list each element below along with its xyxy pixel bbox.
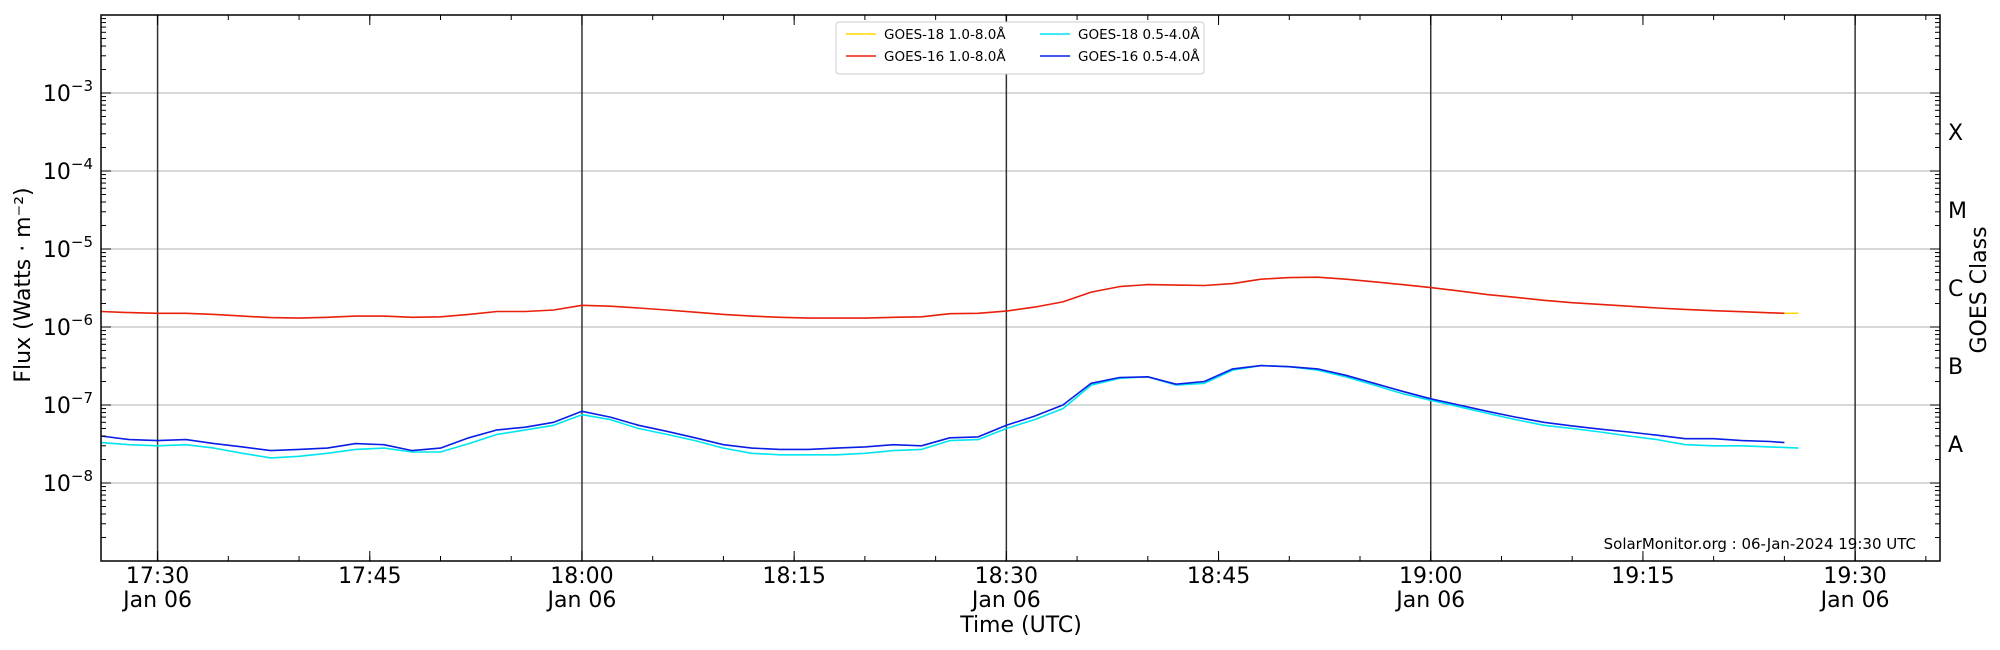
y-tick-label: 10−5 [43,233,93,263]
legend: GOES-18 1.0-8.0Å GOES-16 1.0-8.0Å GOES-18 … [835,21,1205,75]
credit-text: SolarMonitor.org : 06-Jan-2024 19:30 UTC [1604,535,1916,553]
goes-class-label: X [1948,121,1963,146]
x-tick-label: 17:45 [338,564,401,589]
x-tick-label: 18:00 [550,564,613,589]
legend-label: GOES-18 1.0-8.0Å [884,26,1006,43]
goes-class-label: A [1948,433,1963,458]
x-tick-date-label: Jan 06 [121,588,192,613]
series-line-3 [100,364,1799,459]
goes-class-label: B [1948,355,1963,380]
x-tick-label: 19:00 [1399,564,1462,589]
x-tick-label: 17:30 [126,564,189,589]
series-line-4 [100,364,1785,452]
x-tick-date-label: Jan 06 [546,588,617,613]
series-layer [100,276,1799,459]
goes-class-label: C [1948,277,1963,302]
x-axis-title: Time (UTC) [959,613,1082,638]
grid-layer [101,92,1940,484]
y-tick-label: 10−6 [43,311,93,341]
goes-class-axis-title: GOES Class [1967,226,1992,353]
x-tick-date-label: Jan 06 [970,588,1041,613]
goes-class-label: M [1948,199,1967,224]
x-tick-date-label: Jan 06 [1394,588,1465,613]
y-tick-label: 10−4 [43,155,93,185]
series-line-2 [100,276,1785,319]
y-tick-label: 10−3 [43,77,93,107]
x-tick-label: 19:15 [1611,564,1674,589]
x-tick-label: 18:15 [762,564,825,589]
y-tick-label: 10−7 [43,389,93,419]
axis-ticks [101,14,1940,562]
day-vertical-lines [156,15,1856,561]
legend-label: GOES-16 0.5-4.0Å [1078,48,1200,65]
x-tick-label: 19:30 [1823,564,1886,589]
plot-frame [100,14,1941,562]
x-tick-label: 18:30 [975,564,1038,589]
legend-label: GOES-16 1.0-8.0Å [884,48,1006,65]
legend-box [835,21,1205,75]
legend-label: GOES-18 0.5-4.0Å [1078,26,1200,43]
y-tick-label: 10−8 [43,467,93,497]
y-axis-title: Flux (Watts · m⁻²) [11,187,36,382]
x-tick-date-label: Jan 06 [1819,588,1890,613]
x-tick-label: 18:45 [1187,564,1250,589]
